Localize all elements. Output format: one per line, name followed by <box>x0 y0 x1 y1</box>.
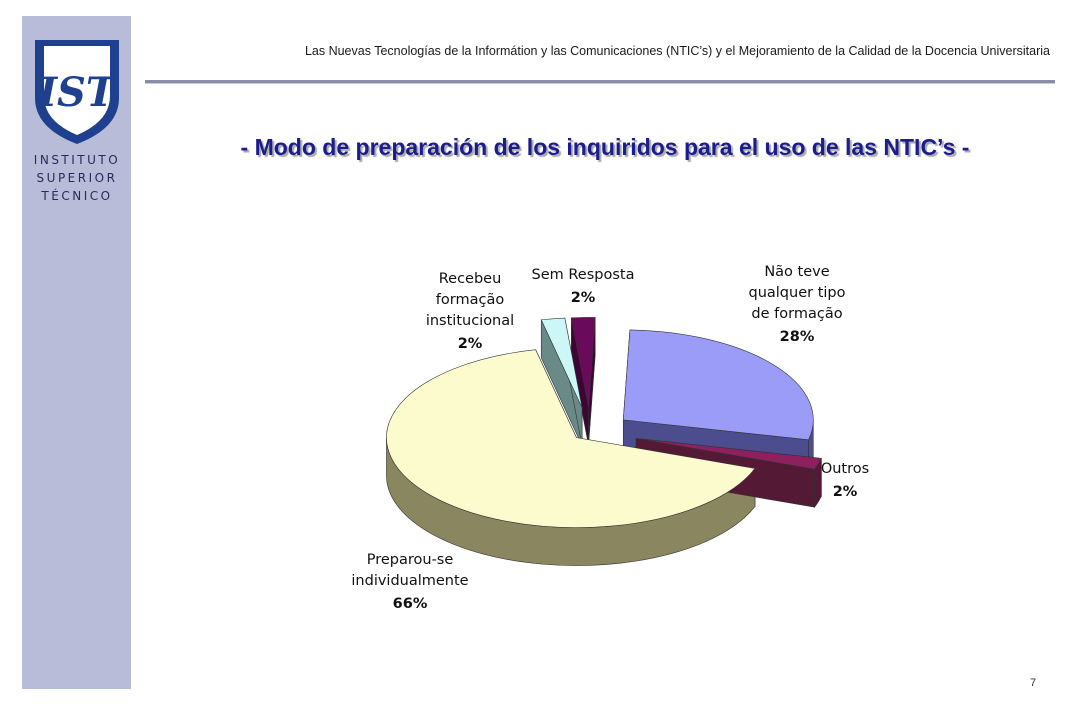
slice-label-text: Recebeu <box>439 271 502 287</box>
pie-slice-4 <box>540 317 583 408</box>
pie-label-3: Preparou-se individualmente 66% <box>351 552 468 612</box>
pie-slice-2 <box>635 438 822 470</box>
header-text: Las Nuevas Tecnologías de la Informátion… <box>304 44 1050 58</box>
slice-label-text: formação <box>436 292 505 308</box>
slice-label-text: Sem Resposta <box>532 267 635 283</box>
logo-line-3: TÉCNICO <box>40 188 112 203</box>
slice-label-text: individualmente <box>351 573 468 589</box>
slice-label-text: qualquer tipo <box>749 285 846 301</box>
pie-label-1: Não teve qualquer tipo de formação 28% <box>749 264 846 345</box>
logo-line-1: INSTITUTO <box>34 153 120 167</box>
pie-label-2: Outros 2% <box>821 461 869 500</box>
logo-mark: IST <box>37 69 119 116</box>
pie-label-4: Recebeu formação institucional 2% <box>426 271 514 352</box>
slice-percent: 2% <box>571 290 596 306</box>
slide-title: - Modo de preparación de los inquiridos … <box>240 134 970 160</box>
slice-label-text: de formação <box>751 306 842 322</box>
slice-percent: 2% <box>458 336 483 352</box>
slice-label-text: institucional <box>426 313 514 329</box>
slice-percent: 28% <box>780 329 815 345</box>
pie-label-5: Sem Resposta 2% <box>532 267 635 306</box>
page-number: 7 <box>1030 677 1037 689</box>
institution-logo: IST INSTITUTO SUPERIOR TÉCNICO <box>34 40 120 203</box>
pie-slice-1 <box>622 329 814 441</box>
slice-label-text: Preparou-se <box>367 552 454 568</box>
header-divider <box>145 80 1055 84</box>
slice-percent: 2% <box>833 484 858 500</box>
slice-label-text: Outros <box>821 461 869 477</box>
logo-line-2: SUPERIOR <box>37 171 118 185</box>
pie-slice-5 <box>570 317 596 408</box>
slice-label-text: Não teve <box>764 264 829 280</box>
pie-slice-3 <box>386 349 756 528</box>
slice-percent: 66% <box>393 596 428 612</box>
